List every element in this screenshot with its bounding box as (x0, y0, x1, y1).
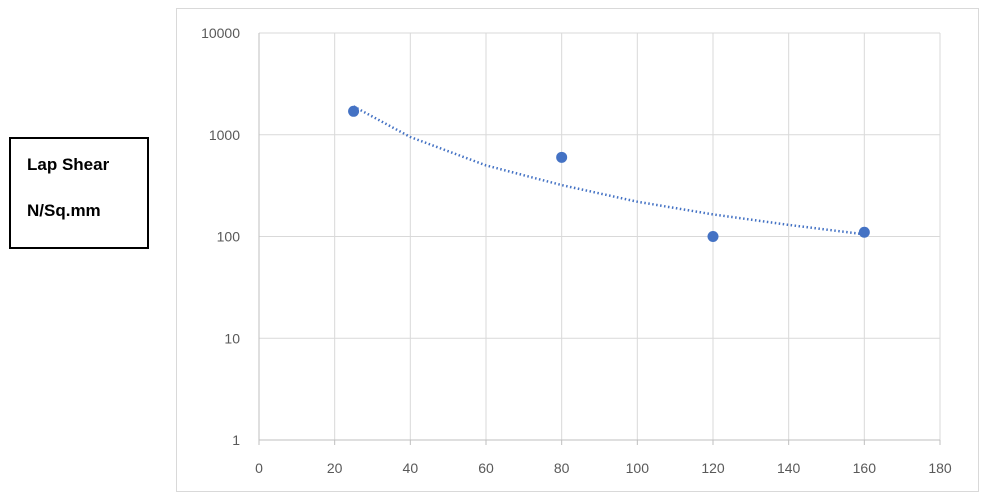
data-point (348, 105, 360, 117)
y-axis-label-box: Lap Shear N/Sq.mm (9, 137, 149, 249)
scatter-plot: 0 20 40 60 80 100 120 140 160 180 1 10 100 1000 10000 (201, 25, 952, 476)
chart-area: 0 20 40 60 80 100 120 140 160 180 1 10 100 1000 10000 (176, 8, 979, 492)
axes (258, 33, 941, 445)
x-tick-label: 160 (853, 460, 877, 476)
x-tick-label: 80 (554, 460, 570, 476)
x-tick-label: 180 (928, 460, 952, 476)
x-tick-label: 120 (701, 460, 725, 476)
trendline (353, 105, 865, 236)
x-tick-label: 140 (777, 460, 801, 476)
x-tick-label: 40 (403, 460, 419, 476)
data-points (348, 105, 870, 242)
y-tick-label: 10000 (201, 25, 240, 41)
y-tick-label: 10 (224, 330, 240, 346)
data-point (858, 226, 870, 238)
x-tick-label: 0 (255, 460, 263, 476)
tick-labels: 0 20 40 60 80 100 120 140 160 180 1 10 100 1000 10000 (201, 25, 952, 476)
x-tick-label: 20 (327, 460, 343, 476)
data-point (556, 151, 568, 163)
x-tick-label: 100 (626, 460, 650, 476)
y-axis-label-line-2: N/Sq.mm (27, 201, 101, 220)
x-tick-label: 60 (478, 460, 494, 476)
y-tick-label: 100 (217, 229, 241, 245)
trendline-layer (353, 105, 865, 236)
y-axis-label-line-1: Lap Shear (27, 155, 110, 174)
gridlines (259, 32, 941, 440)
data-point (707, 231, 719, 242)
y-tick-label: 1 (232, 432, 240, 448)
y-tick-label: 1000 (209, 127, 240, 143)
